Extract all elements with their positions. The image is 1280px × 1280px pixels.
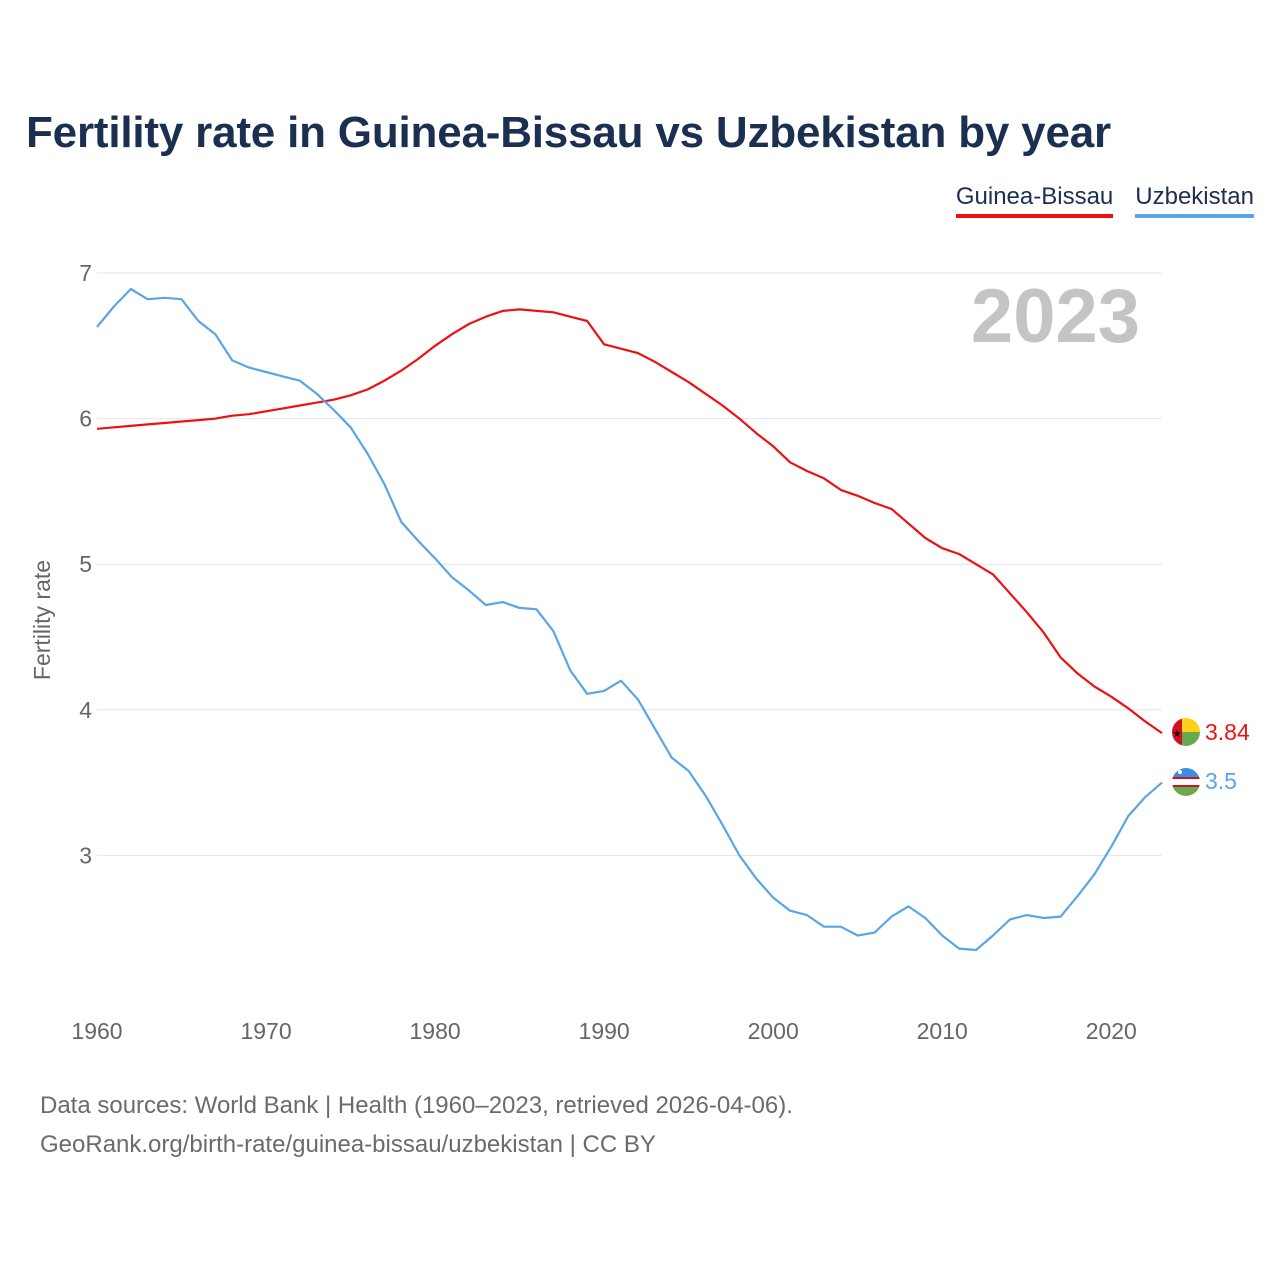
source-note: Data sources: World Bank | Health (1960–… [40,1086,793,1164]
guinea-bissau-end-value: 3.84 [1205,719,1250,745]
series-line-uzbekistan[interactable] [96,287,1163,952]
y-tick-label: 7 [79,260,92,286]
year-label: 2023 [971,274,1140,359]
x-tick-label: 1980 [410,1018,461,1044]
chart-title: Fertility rate in Guinea-Bissau vs Uzbek… [26,108,1111,157]
series-line-guinea-bissau[interactable] [96,308,1163,735]
y-tick-label: 6 [79,406,92,432]
x-tick-label: 2020 [1086,1018,1137,1044]
legend-item-guinea-bissau[interactable]: Guinea-Bissau [955,182,1114,218]
uzbekistan-flag-icon [1172,768,1200,796]
guinea-bissau-flag-icon: ★ [1172,718,1200,746]
y-tick-label: 5 [79,551,92,577]
source-line-2[interactable]: GeoRank.org/birth-rate/guinea-bissau/uzb… [40,1131,656,1158]
x-tick-label: 2010 [917,1018,968,1044]
svg-text:★: ★ [1173,729,1182,740]
x-axis-ticks: 1960 1970 1980 1990 2000 2010 2020 [71,1018,1136,1044]
y-tick-label: 4 [79,697,92,723]
legend: Guinea-Bissau Uzbekistan [955,182,1254,218]
x-tick-label: 1970 [240,1018,291,1044]
uzbekistan-end-value: 3.5 [1205,768,1237,794]
y-axis-label: Fertility rate [29,560,55,680]
line-chart: 3 4 5 6 7 1960 1970 1980 1990 2000 2010 2020 Ferti… [29,260,1250,1044]
y-tick-label: 3 [79,842,92,868]
x-tick-label: 1960 [71,1018,122,1044]
x-tick-label: 1990 [579,1018,630,1044]
x-tick-label: 2000 [748,1018,799,1044]
source-line-1: Data sources: World Bank | Health (1960–… [40,1092,793,1119]
series-lines [96,287,1163,952]
y-axis-ticks: 3 4 5 6 7 [79,260,92,868]
grid-lines [97,272,1162,856]
legend-item-uzbekistan[interactable]: Uzbekistan [1135,182,1254,218]
